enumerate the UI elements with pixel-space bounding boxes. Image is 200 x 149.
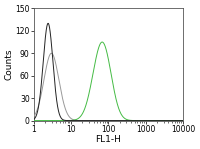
X-axis label: FL1-H: FL1-H	[96, 135, 121, 144]
Y-axis label: Counts: Counts	[5, 49, 14, 80]
